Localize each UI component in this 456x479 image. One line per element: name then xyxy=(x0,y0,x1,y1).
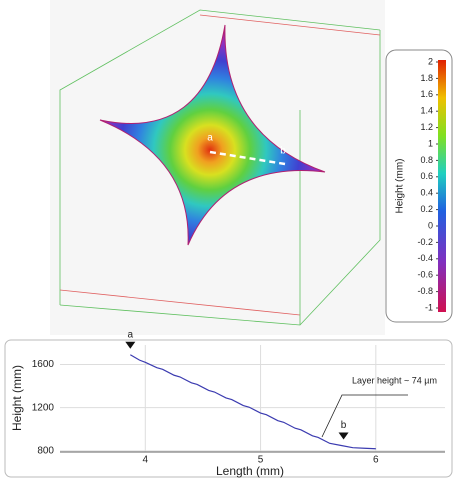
y-tick-label: 800 xyxy=(37,446,54,457)
colorbar-tick-label: 1.6 xyxy=(420,89,433,99)
colorbar-tick-label: 0.4 xyxy=(420,188,433,198)
point-label: a xyxy=(207,133,213,144)
colorbar-tick-label: 0 xyxy=(428,220,433,230)
marker xyxy=(338,432,349,440)
y-axis-label: Height (mm) xyxy=(10,365,24,431)
annotation-leader xyxy=(321,394,408,438)
profile-line xyxy=(130,354,376,450)
y-tick-label: 1200 xyxy=(32,402,55,413)
colorbar-tick-label: -1 xyxy=(425,302,433,312)
colorbar-tick-label: -0.2 xyxy=(417,237,433,247)
colorbar-tick-label: 2 xyxy=(428,56,433,66)
colorbar-tick-label: 0.8 xyxy=(420,155,433,165)
colorbar-tick-label: 0.6 xyxy=(420,171,433,181)
x-tick-label: 4 xyxy=(143,455,149,466)
colorbar-tick-label: 1 xyxy=(428,138,433,148)
colorbar xyxy=(438,60,446,312)
x-tick-label: 6 xyxy=(373,455,379,466)
bounding-box xyxy=(59,9,381,326)
x-tick-label: 5 xyxy=(258,455,264,466)
marker-label: a xyxy=(128,329,134,340)
colorbar-tick-label: 1.8 xyxy=(420,73,433,83)
marker-label: b xyxy=(341,420,347,431)
colorbar-tick-label: 1.4 xyxy=(420,106,433,116)
point-label: b xyxy=(280,146,286,157)
colorbar-tick-label: 1.2 xyxy=(420,122,433,132)
x-axis-label: Length (mm) xyxy=(216,464,284,478)
profile-frame xyxy=(4,339,453,478)
height-map xyxy=(99,24,326,246)
colorbar-label: Height (mm) xyxy=(395,158,406,213)
colorbar-tick-label: -0.4 xyxy=(417,253,433,263)
profile-path xyxy=(209,150,286,166)
colorbar-frame xyxy=(385,49,453,323)
y-tick-label: 1600 xyxy=(32,359,55,370)
colorbar-tick-label: 0.2 xyxy=(420,204,433,214)
marker xyxy=(125,341,136,349)
colorbar-tick-label: -0.8 xyxy=(417,286,433,296)
colorbar-tick-label: -0.6 xyxy=(417,270,433,280)
annotation: Layer height ~ 74 µm xyxy=(352,375,437,385)
